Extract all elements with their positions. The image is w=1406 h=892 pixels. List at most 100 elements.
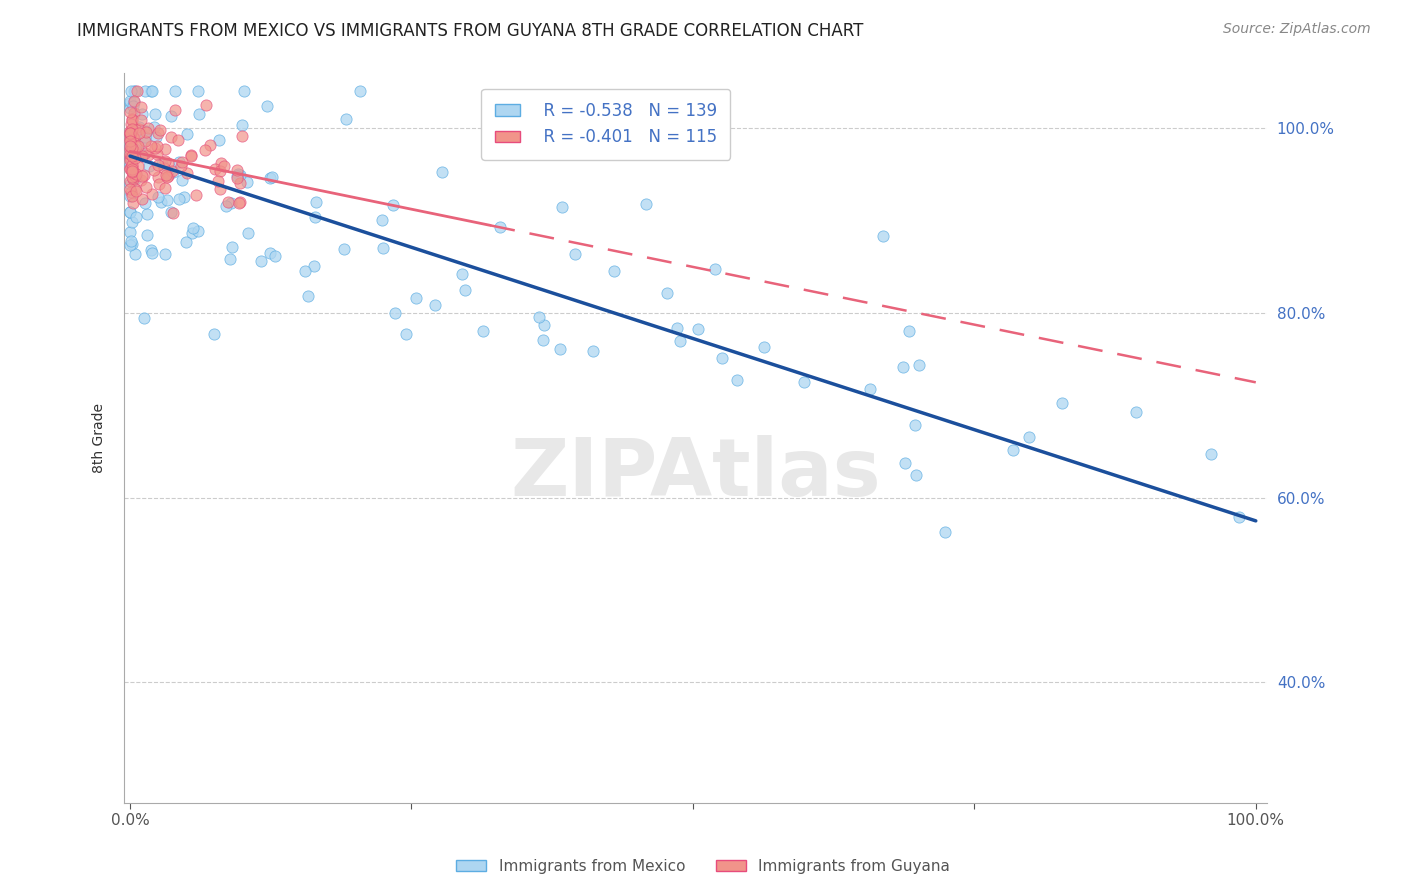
- Point: [236, 175, 259, 189]
- Point: [668, 334, 690, 348]
- Point: [228, 195, 250, 210]
- Point: [711, 351, 734, 365]
- Point: [120, 142, 142, 156]
- Point: [219, 196, 242, 211]
- Point: [118, 158, 141, 172]
- Point: [231, 118, 253, 132]
- Point: [160, 109, 183, 123]
- Point: [183, 221, 205, 235]
- Point: [260, 169, 283, 184]
- Point: [173, 190, 195, 204]
- Point: [122, 172, 145, 186]
- Point: [156, 194, 179, 208]
- Point: [142, 162, 165, 177]
- Point: [138, 159, 160, 173]
- Point: [121, 121, 143, 136]
- Point: [582, 343, 605, 358]
- Point: [149, 123, 172, 137]
- Point: [793, 376, 815, 390]
- Point: [131, 169, 153, 183]
- Point: [430, 165, 453, 179]
- Point: [155, 247, 177, 261]
- Point: [349, 85, 371, 99]
- Point: [118, 126, 141, 140]
- Point: [122, 131, 145, 145]
- Point: [121, 164, 143, 178]
- Point: [128, 120, 150, 135]
- Point: [529, 310, 551, 325]
- Point: [551, 200, 574, 214]
- Point: [121, 112, 143, 127]
- Point: [180, 148, 202, 162]
- Point: [226, 171, 249, 186]
- Point: [259, 246, 281, 260]
- Point: [153, 161, 176, 175]
- Point: [121, 215, 143, 229]
- Point: [405, 291, 427, 305]
- Point: [602, 263, 624, 277]
- Point: [120, 135, 142, 149]
- Point: [898, 324, 921, 338]
- Point: [219, 252, 242, 266]
- Point: [907, 358, 929, 372]
- Point: [127, 138, 149, 153]
- Point: [124, 151, 146, 165]
- Point: [121, 145, 143, 159]
- Point: [121, 196, 143, 211]
- Point: [187, 224, 209, 238]
- Point: [666, 321, 689, 335]
- Point: [150, 157, 173, 171]
- Point: [120, 124, 142, 138]
- Point: [125, 184, 148, 198]
- Point: [146, 190, 169, 204]
- Text: IMMIGRANTS FROM MEXICO VS IMMIGRANTS FROM GUYANA 8TH GRADE CORRELATION CHART: IMMIGRANTS FROM MEXICO VS IMMIGRANTS FRO…: [77, 22, 863, 40]
- Point: [170, 154, 193, 169]
- Point: [215, 198, 238, 212]
- Point: [121, 99, 143, 113]
- Point: [145, 139, 167, 153]
- Point: [120, 127, 142, 141]
- Point: [120, 139, 142, 153]
- Legend: Immigrants from Mexico, Immigrants from Guyana: Immigrants from Mexico, Immigrants from …: [450, 853, 956, 880]
- Point: [125, 167, 148, 181]
- Point: [384, 306, 406, 320]
- Point: [118, 162, 141, 177]
- Point: [120, 189, 142, 203]
- Point: [236, 226, 259, 240]
- Point: [121, 170, 143, 185]
- Point: [752, 340, 775, 354]
- Point: [118, 132, 141, 146]
- Point: [194, 97, 217, 112]
- Point: [129, 112, 152, 127]
- Point: [226, 167, 249, 181]
- Point: [259, 170, 281, 185]
- Text: Source: ZipAtlas.com: Source: ZipAtlas.com: [1223, 22, 1371, 37]
- Point: [118, 238, 141, 252]
- Point: [120, 136, 142, 151]
- Point: [120, 150, 142, 164]
- Point: [548, 343, 571, 357]
- Point: [131, 107, 153, 121]
- Point: [132, 310, 155, 325]
- Point: [451, 267, 474, 281]
- Point: [121, 161, 143, 176]
- Point: [217, 194, 239, 209]
- Point: [233, 85, 256, 99]
- Point: [121, 189, 143, 203]
- Point: [180, 226, 202, 240]
- Point: [122, 85, 145, 99]
- Point: [297, 289, 319, 303]
- Point: [169, 192, 191, 206]
- Point: [160, 129, 183, 144]
- Point: [134, 134, 156, 148]
- Point: [229, 168, 252, 182]
- Point: [124, 169, 146, 183]
- Point: [135, 124, 157, 138]
- Point: [127, 159, 149, 173]
- Point: [859, 382, 882, 396]
- Point: [122, 145, 145, 160]
- Point: [121, 161, 143, 175]
- Point: [382, 198, 405, 212]
- Point: [122, 106, 145, 120]
- Point: [146, 147, 169, 161]
